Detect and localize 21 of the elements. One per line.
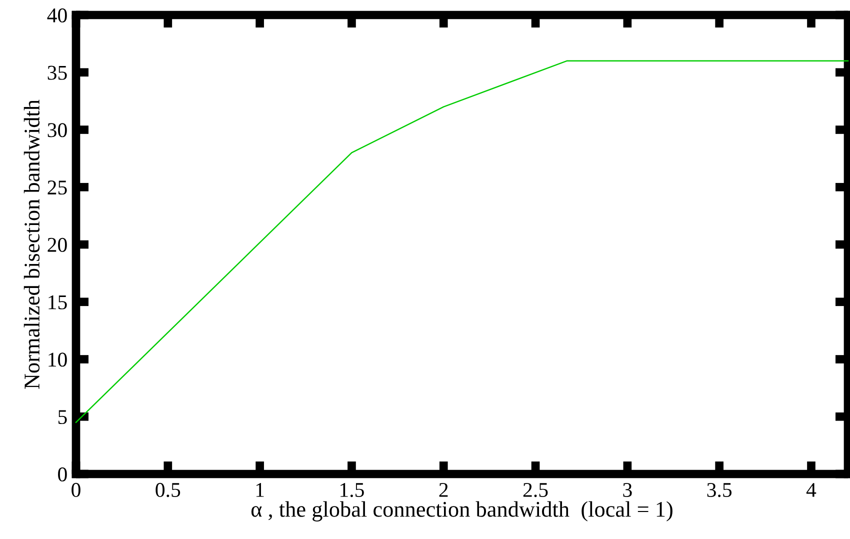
x-tick-label: 2 [439, 482, 448, 497]
x-tick-label: 4 [806, 483, 816, 497]
y-tick-label: 0 [58, 467, 67, 482]
y-tick-label: 35 [48, 66, 67, 80]
y-tick-label: 5 [58, 410, 67, 424]
y-tick-label: 15 [48, 295, 67, 310]
y-tick-label: 25 [48, 180, 67, 195]
x-tick-label: 1 [256, 483, 264, 497]
x-tick-label: 1.5 [340, 483, 364, 498]
x-tick-label: 3 [623, 482, 632, 497]
x-tick-label: 3.5 [707, 482, 732, 498]
line-series [75, 60, 849, 423]
y-tick-label: 30 [48, 123, 67, 138]
x-tick-label: 0.5 [156, 482, 180, 498]
y-tick-label: 40 [47, 8, 67, 22]
y-axis-title: Normalized bisection bandwidth [24, 100, 40, 389]
y-tick-label: 20 [48, 238, 67, 252]
x-tick-label: 2.5 [523, 482, 548, 498]
x-tick-label: 0 [72, 482, 80, 497]
x-axis-title: α , the global connection bandwidth (local = 1) [251, 501, 672, 522]
y-tick-label: 10 [48, 352, 67, 367]
